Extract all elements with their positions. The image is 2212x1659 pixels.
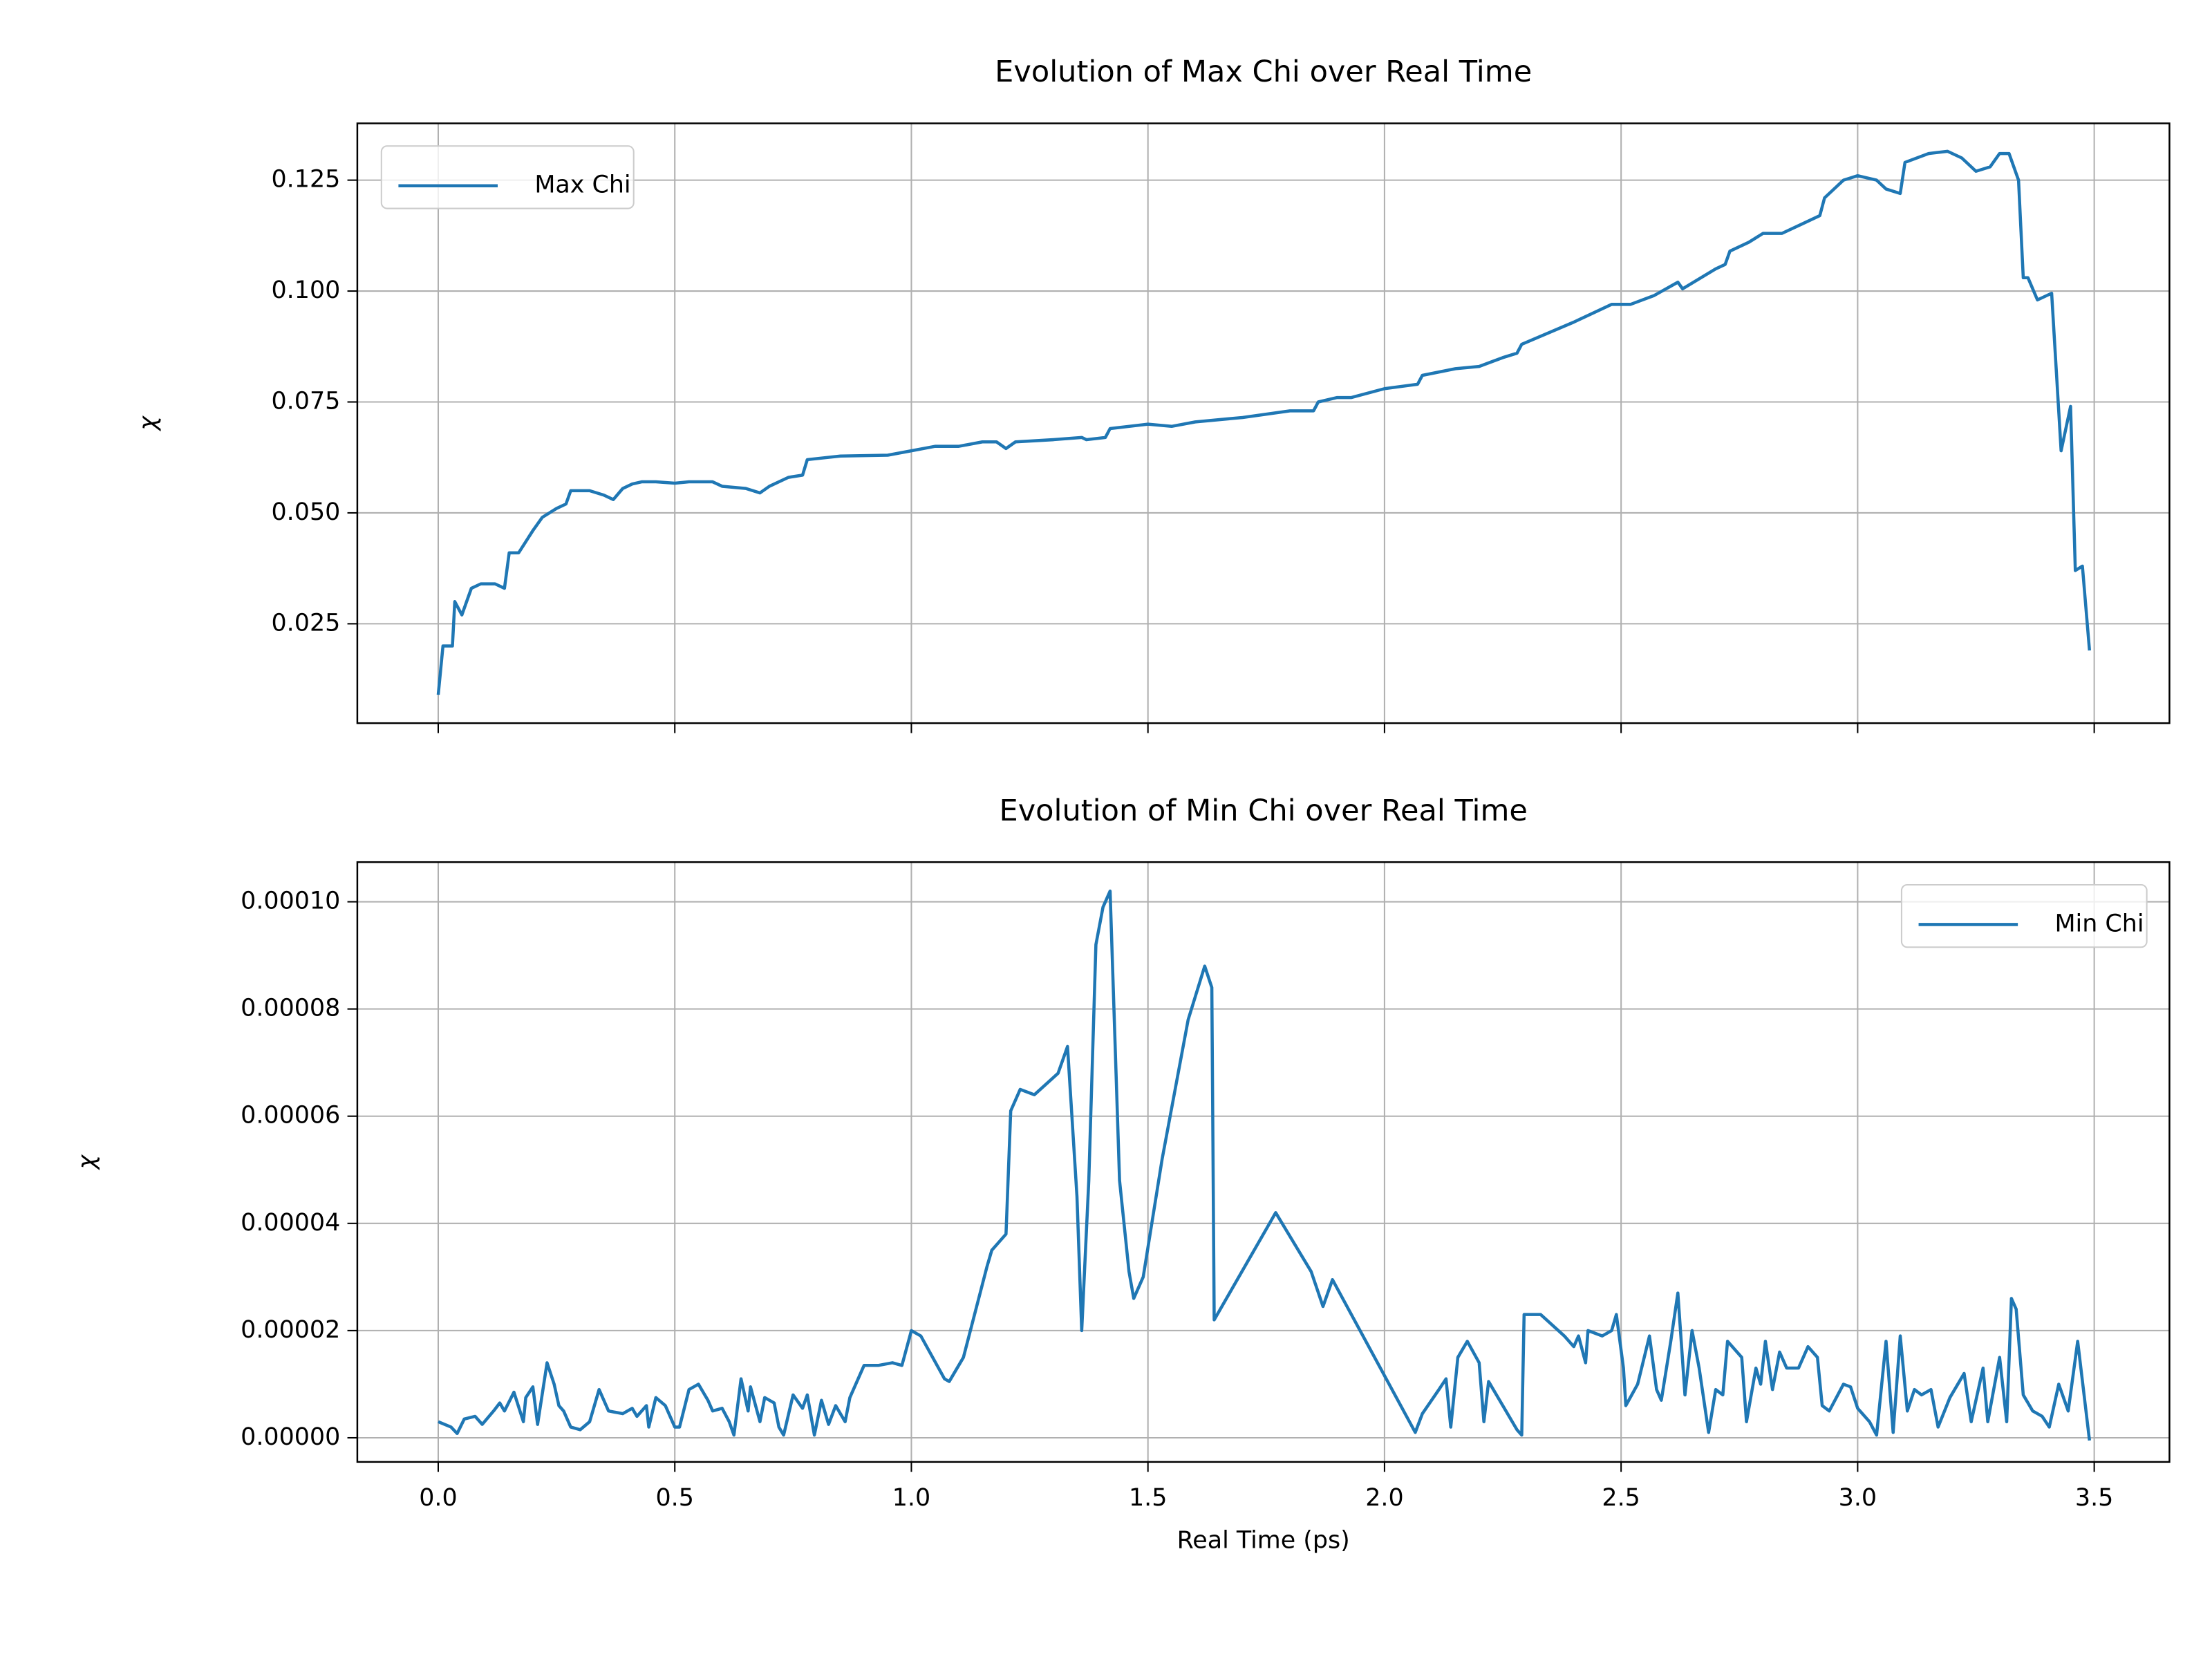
chart-title: Evolution of Max Chi over Real Time	[995, 55, 1532, 89]
y-tick-label: 0.00006	[241, 1102, 340, 1130]
x-tick-label: 1.0	[892, 1484, 930, 1512]
plot-frame	[356, 861, 2171, 1463]
x-tick-label: 0.0	[419, 1484, 457, 1512]
legend-label: Min Chi	[2054, 910, 2144, 937]
plot-frame	[356, 122, 2171, 724]
legend-box	[1900, 883, 2148, 948]
legend-box	[380, 145, 635, 209]
data-line	[436, 149, 2092, 695]
data-line	[438, 889, 2092, 1441]
y-axis-label: χ	[134, 415, 162, 432]
y-tick-label: 0.00000	[241, 1423, 340, 1451]
chart-title: Evolution of Min Chi over Real Time	[999, 794, 1527, 828]
legend: Min Chi	[1900, 883, 2148, 948]
legend: Max Chi	[380, 145, 635, 209]
y-tick-label: 0.00010	[241, 888, 340, 915]
x-tick-label: 0.5	[655, 1484, 693, 1512]
x-tick-label: 3.0	[1839, 1484, 1877, 1512]
x-axis-label: Real Time (ps)	[1177, 1527, 1350, 1555]
y-tick-label: 0.00004	[241, 1209, 340, 1237]
y-tick-label: 0.075	[272, 388, 341, 415]
y-tick-label: 0.050	[272, 498, 341, 526]
x-tick-label: 2.0	[1365, 1484, 1403, 1512]
y-axis-label: χ	[73, 1154, 101, 1170]
x-tick-label: 1.5	[1129, 1484, 1167, 1512]
y-tick-label: 0.100	[272, 276, 341, 304]
legend-label: Max Chi	[534, 171, 630, 199]
y-tick-label: 0.00008	[241, 995, 340, 1022]
y-tick-label: 0.125	[272, 166, 341, 194]
y-tick-label: 0.00002	[241, 1316, 340, 1344]
y-tick-label: 0.025	[272, 609, 341, 637]
x-tick-label: 3.5	[2075, 1484, 2113, 1512]
x-tick-label: 2.5	[1602, 1484, 1640, 1512]
